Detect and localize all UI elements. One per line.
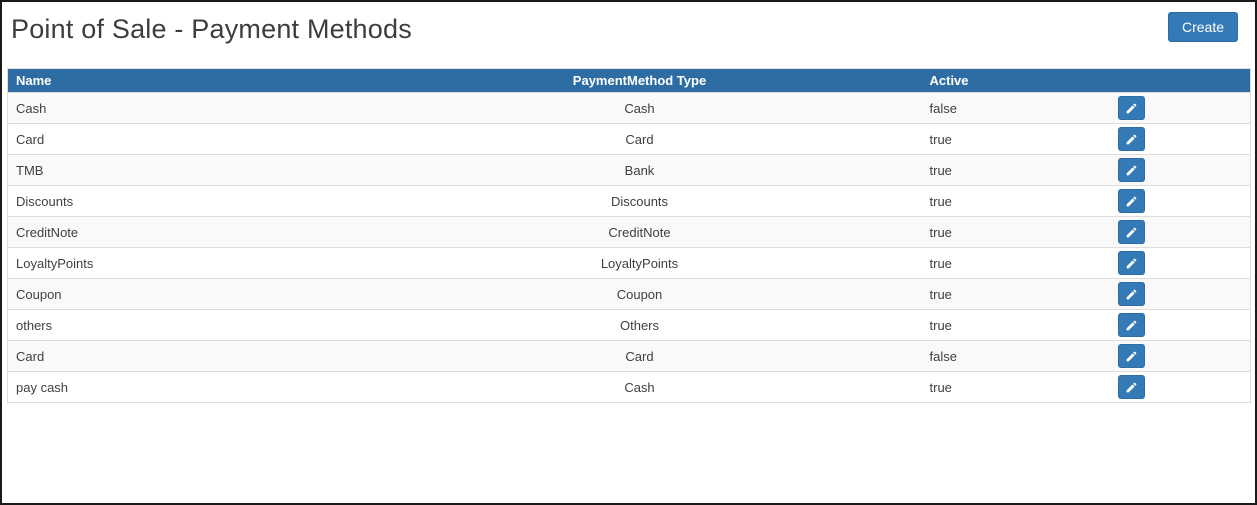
cell-type: Cash (357, 371, 922, 403)
cell-active: true (921, 216, 1110, 248)
cell-name: CreditNote (7, 216, 358, 248)
pencil-icon (1125, 102, 1138, 115)
cell-type: Card (357, 340, 922, 372)
cell-edit (1109, 309, 1251, 341)
cell-edit (1109, 340, 1251, 372)
cell-edit (1109, 278, 1251, 310)
table-header: Name PaymentMethod Type Active (7, 68, 1251, 93)
cell-name: Coupon (7, 278, 358, 310)
edit-button[interactable] (1117, 375, 1145, 399)
cell-type: Bank (357, 154, 922, 186)
pencil-icon (1125, 164, 1138, 177)
column-header-paymentmethod-type: PaymentMethod Type (357, 68, 922, 93)
edit-button[interactable] (1117, 344, 1145, 368)
cell-type: Coupon (357, 278, 922, 310)
cell-edit (1109, 92, 1251, 124)
edit-button[interactable] (1117, 313, 1145, 337)
cell-edit (1109, 247, 1251, 279)
page-title: Point of Sale - Payment Methods (11, 14, 412, 44)
cell-type: LoyaltyPoints (357, 247, 922, 279)
column-header-name: Name (7, 68, 358, 93)
table-row: Card Card true (7, 123, 1251, 155)
edit-button[interactable] (1117, 158, 1145, 182)
pencil-icon (1125, 195, 1138, 208)
edit-button[interactable] (1117, 251, 1145, 275)
table-row: CreditNote CreditNote true (7, 216, 1251, 248)
cell-active: true (921, 247, 1110, 279)
table-row: Coupon Coupon true (7, 278, 1251, 310)
pencil-icon (1125, 288, 1138, 301)
pencil-icon (1125, 226, 1138, 239)
cell-active: true (921, 154, 1110, 186)
cell-name: others (7, 309, 358, 341)
payment-methods-page: Point of Sale - Payment Methods Create N… (2, 2, 1255, 403)
payment-methods-table: Name PaymentMethod Type Active Cash Cash… (7, 68, 1251, 403)
edit-button[interactable] (1117, 127, 1145, 151)
cell-name: Card (7, 340, 358, 372)
cell-name: Card (7, 123, 358, 155)
table-row: LoyaltyPoints LoyaltyPoints true (7, 247, 1251, 279)
cell-active: true (921, 185, 1110, 217)
pencil-icon (1125, 133, 1138, 146)
cell-active: false (921, 92, 1110, 124)
table-row: others Others true (7, 309, 1251, 341)
cell-active: true (921, 309, 1110, 341)
table-row: Discounts Discounts true (7, 185, 1251, 217)
table-row: TMB Bank true (7, 154, 1251, 186)
cell-edit (1109, 216, 1251, 248)
edit-button[interactable] (1117, 220, 1145, 244)
cell-type: Card (357, 123, 922, 155)
table-row: Cash Cash false (7, 92, 1251, 124)
edit-button[interactable] (1117, 189, 1145, 213)
edit-button[interactable] (1117, 282, 1145, 306)
pencil-icon (1125, 257, 1138, 270)
cell-name: LoyaltyPoints (7, 247, 358, 279)
cell-name: Discounts (7, 185, 358, 217)
cell-active: true (921, 278, 1110, 310)
cell-type: Cash (357, 92, 922, 124)
pencil-icon (1125, 350, 1138, 363)
page-header: Point of Sale - Payment Methods Create (7, 10, 1246, 68)
cell-edit (1109, 185, 1251, 217)
cell-edit (1109, 154, 1251, 186)
cell-type: CreditNote (357, 216, 922, 248)
cell-name: TMB (7, 154, 358, 186)
cell-active: true (921, 123, 1110, 155)
edit-button[interactable] (1117, 96, 1145, 120)
cell-name: pay cash (7, 371, 358, 403)
table-body: Cash Cash false Card Card true (7, 92, 1251, 403)
cell-edit (1109, 371, 1251, 403)
cell-active: true (921, 371, 1110, 403)
column-header-actions (1109, 68, 1251, 93)
cell-active: false (921, 340, 1110, 372)
table-row: pay cash Cash true (7, 371, 1251, 403)
table-row: Card Card false (7, 340, 1251, 372)
cell-edit (1109, 123, 1251, 155)
column-header-active: Active (921, 68, 1110, 93)
cell-type: Discounts (357, 185, 922, 217)
pencil-icon (1125, 381, 1138, 394)
create-button[interactable]: Create (1167, 12, 1238, 42)
cell-name: Cash (7, 92, 358, 124)
pencil-icon (1125, 319, 1138, 332)
cell-type: Others (357, 309, 922, 341)
